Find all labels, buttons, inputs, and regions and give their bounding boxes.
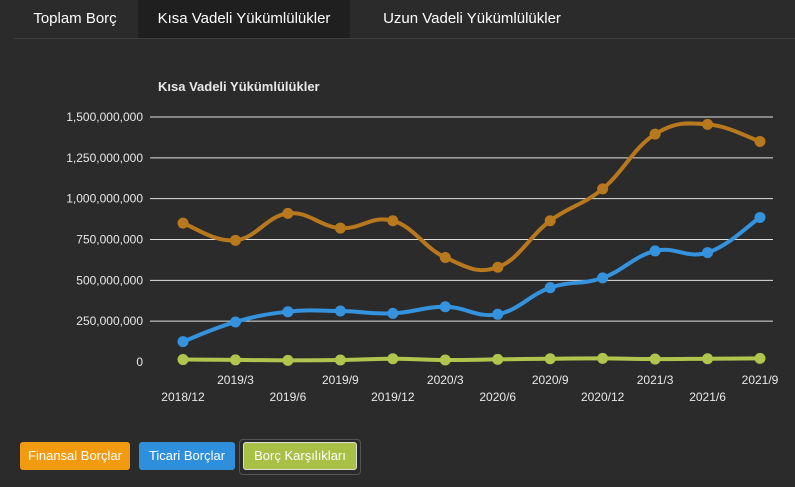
data-point-borc-karsiliklari	[439, 354, 451, 366]
x-tick-label: 2020/9	[532, 373, 569, 387]
x-tick-label: 2021/3	[637, 373, 674, 387]
data-point-borc-karsiliklari	[544, 353, 556, 365]
legend-focus-ring	[239, 439, 361, 475]
data-point-borc-karsiliklari	[177, 354, 189, 366]
tab-toplam-borc[interactable]: Toplam Borç	[33, 10, 117, 27]
y-tick-label: 750,000,000	[76, 233, 143, 247]
x-tick-label: 2021/9	[742, 373, 779, 387]
x-tick-label: 2019/9	[322, 373, 359, 387]
data-point-ticari-borclar	[492, 308, 504, 320]
data-point-finansal-borclar	[702, 118, 714, 130]
data-point-borc-karsiliklari	[387, 353, 399, 365]
data-point-finansal-borclar	[229, 234, 241, 246]
y-tick-label: 1,500,000,000	[66, 110, 143, 124]
y-tick-label: 1,250,000,000	[66, 151, 143, 165]
data-point-ticari-borclar	[544, 282, 556, 294]
x-tick-label: 2019/6	[270, 390, 307, 404]
data-point-ticari-borclar	[334, 305, 346, 317]
data-point-borc-karsiliklari	[597, 352, 609, 364]
data-point-ticari-borclar	[439, 301, 451, 313]
data-point-finansal-borclar	[597, 183, 609, 195]
data-point-borc-karsiliklari	[282, 354, 294, 366]
series-line-ticari-borclar	[181, 215, 762, 344]
legend-ticari-borclar[interactable]: Ticari Borçlar	[139, 442, 235, 470]
legend-borc-karsiliklari[interactable]: Borç Karşılıkları	[243, 442, 357, 470]
data-point-ticari-borclar	[177, 336, 189, 348]
data-point-borc-karsiliklari	[702, 353, 714, 365]
x-tick-label: 2020/3	[427, 373, 464, 387]
data-point-borc-karsiliklari	[334, 354, 346, 366]
data-point-borc-karsiliklari	[492, 353, 504, 365]
data-point-ticari-borclar	[597, 272, 609, 284]
series-line-borc-karsiliklari	[181, 356, 762, 363]
data-point-borc-karsiliklari	[754, 352, 766, 364]
data-point-finansal-borclar	[492, 261, 504, 273]
x-tick-label: 2019/3	[217, 373, 254, 387]
tab-bar: Toplam Borç Kısa Vadeli Yükümlülükler Uz…	[14, 0, 795, 39]
data-point-ticari-borclar	[387, 307, 399, 319]
x-tick-label: 2018/12	[161, 390, 205, 404]
data-point-borc-karsiliklari	[649, 353, 661, 365]
data-point-finansal-borclar	[177, 217, 189, 229]
data-point-ticari-borclar	[702, 247, 714, 259]
data-point-finansal-borclar	[334, 222, 346, 234]
legend-finansal-borclar[interactable]: Finansal Borçlar	[20, 442, 130, 470]
data-point-ticari-borclar	[649, 245, 661, 257]
data-point-finansal-borclar	[282, 207, 294, 219]
data-point-finansal-borclar	[439, 251, 451, 263]
data-point-finansal-borclar	[544, 215, 556, 227]
x-tick-label: 2020/6	[479, 390, 516, 404]
y-tick-label: 500,000,000	[76, 273, 143, 287]
series-line-finansal-borclar	[181, 121, 762, 273]
x-tick-label: 2021/6	[689, 390, 726, 404]
data-point-ticari-borclar	[754, 211, 766, 223]
x-tick-label: 2020/12	[581, 390, 625, 404]
data-point-ticari-borclar	[282, 306, 294, 318]
data-point-finansal-borclar	[387, 215, 399, 227]
data-point-finansal-borclar	[649, 128, 661, 140]
tab-uzun-vadeli[interactable]: Uzun Vadeli Yükümlülükler	[383, 10, 561, 27]
x-tick-label: 2019/12	[371, 390, 415, 404]
y-tick-label: 1,000,000,000	[66, 192, 143, 206]
data-point-borc-karsiliklari	[229, 354, 241, 366]
y-tick-label: 250,000,000	[76, 314, 143, 328]
data-point-ticari-borclar	[229, 316, 241, 328]
tab-kisa-vadeli[interactable]: Kısa Vadeli Yükümlülükler	[138, 0, 350, 38]
line-chart: Kısa Vadeli Yükümlülükler 0 250,000,000 500…	[66, 79, 779, 404]
chart-title: Kısa Vadeli Yükümlülükler	[158, 79, 320, 94]
y-tick-label: 0	[136, 355, 143, 369]
data-point-finansal-borclar	[754, 136, 766, 147]
